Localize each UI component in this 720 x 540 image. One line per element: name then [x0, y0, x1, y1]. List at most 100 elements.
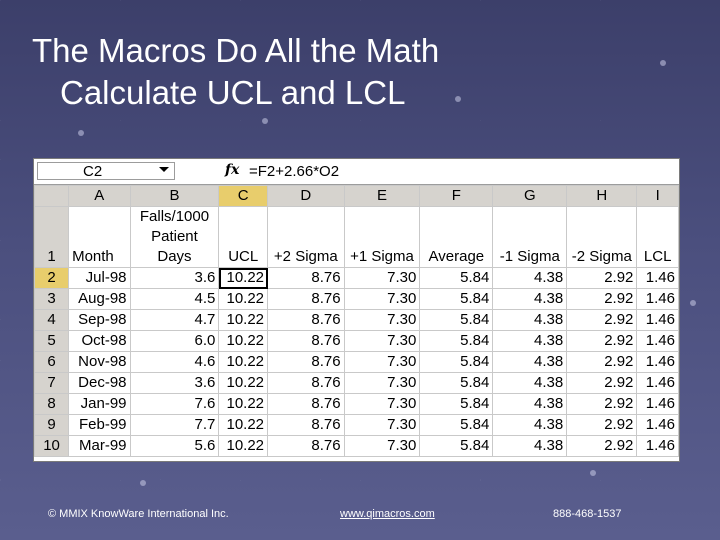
cell-p1[interactable]: 7.30 [343, 288, 421, 310]
cell-avg[interactable]: 5.84 [419, 330, 494, 352]
cell-p1[interactable]: 7.30 [343, 435, 421, 457]
cell-m2[interactable]: 2.92 [566, 330, 638, 352]
formula-input[interactable]: =F2+2.66*O2 [249, 163, 340, 180]
row-header[interactable]: 9 [33, 414, 70, 436]
row-header[interactable]: 4 [33, 309, 70, 331]
cell-p1[interactable]: 7.30 [343, 267, 421, 289]
cell-avg[interactable]: 5.84 [419, 414, 494, 436]
cell-m2[interactable]: 2.92 [566, 435, 638, 457]
row-header[interactable]: 2 [33, 267, 70, 289]
cell-m2[interactable]: 2.92 [566, 288, 638, 310]
cell-p2[interactable]: 8.76 [267, 330, 345, 352]
cell-month[interactable]: Feb-99 [68, 414, 131, 436]
cell-p2[interactable]: 8.76 [267, 267, 345, 289]
cell-p2[interactable]: 8.76 [267, 351, 345, 373]
column-header-e[interactable]: E [343, 185, 421, 207]
cell-avg[interactable]: 5.84 [419, 309, 494, 331]
column-heading-cell[interactable]: Average [419, 206, 494, 268]
cell-m2[interactable]: 2.92 [566, 393, 638, 415]
cell-ucl[interactable]: 10.22 [218, 351, 269, 373]
column-header-i[interactable]: I [636, 185, 679, 207]
cell-ucl[interactable]: 10.22 [218, 435, 269, 457]
column-heading-cell[interactable]: -1 Sigma [492, 206, 568, 268]
cell-m2[interactable]: 2.92 [566, 351, 638, 373]
cell-p1[interactable]: 7.30 [343, 372, 421, 394]
row-header[interactable]: 8 [33, 393, 70, 415]
row-header[interactable]: 5 [33, 330, 70, 352]
cell-avg[interactable]: 5.84 [419, 267, 494, 289]
column-header-c[interactable]: C [218, 185, 269, 207]
cell-m1[interactable]: 4.38 [492, 330, 568, 352]
column-heading-cell[interactable]: LCL [636, 206, 679, 268]
cell-m2[interactable]: 2.92 [566, 372, 638, 394]
cell-m1[interactable]: 4.38 [492, 372, 568, 394]
cell-m2[interactable]: 2.92 [566, 309, 638, 331]
cell-m1[interactable]: 4.38 [492, 288, 568, 310]
column-header-d[interactable]: D [267, 185, 345, 207]
cell-falls[interactable]: 5.6 [129, 435, 220, 457]
cell-lcl[interactable]: 1.46 [636, 330, 679, 352]
cell-ucl[interactable]: 10.22 [218, 288, 269, 310]
column-heading-cell[interactable]: -2 Sigma [566, 206, 638, 268]
cell-falls[interactable]: 4.5 [129, 288, 220, 310]
cell-p1[interactable]: 7.30 [343, 330, 421, 352]
cell-falls[interactable]: 7.6 [129, 393, 220, 415]
cell-p1[interactable]: 7.30 [343, 414, 421, 436]
cell-avg[interactable]: 5.84 [419, 351, 494, 373]
cell-avg[interactable]: 5.84 [419, 288, 494, 310]
chevron-down-icon[interactable] [159, 167, 169, 172]
cell-m2[interactable]: 2.92 [566, 414, 638, 436]
cell-p2[interactable]: 8.76 [267, 372, 345, 394]
cell-month[interactable]: Dec-98 [68, 372, 131, 394]
cell-falls[interactable]: 3.6 [129, 372, 220, 394]
cell-lcl[interactable]: 1.46 [636, 372, 679, 394]
cell-lcl[interactable]: 1.46 [636, 309, 679, 331]
cell-month[interactable]: Nov-98 [68, 351, 131, 373]
cell-m1[interactable]: 4.38 [492, 393, 568, 415]
column-heading-cell[interactable]: +1 Sigma [343, 206, 421, 268]
cell-ucl[interactable]: 10.22 [218, 330, 269, 352]
cell-m1[interactable]: 4.38 [492, 414, 568, 436]
cell-p1[interactable]: 7.30 [343, 351, 421, 373]
cell-m1[interactable]: 4.38 [492, 351, 568, 373]
column-header-g[interactable]: G [492, 185, 568, 207]
cell-ucl[interactable]: 10.22 [218, 393, 269, 415]
row-header[interactable]: 7 [33, 372, 70, 394]
column-heading-cell[interactable]: +2 Sigma [267, 206, 345, 268]
column-header-f[interactable]: F [419, 185, 494, 207]
cell-p2[interactable]: 8.76 [267, 393, 345, 415]
cell-falls[interactable]: 4.6 [129, 351, 220, 373]
cell-avg[interactable]: 5.84 [419, 435, 494, 457]
cell-month[interactable]: Jan-99 [68, 393, 131, 415]
column-header-h[interactable]: H [566, 185, 638, 207]
column-header-b[interactable]: B [129, 185, 220, 207]
row-header[interactable]: 3 [33, 288, 70, 310]
cell-m1[interactable]: 4.38 [492, 267, 568, 289]
cell-p2[interactable]: 8.76 [267, 288, 345, 310]
cell-falls[interactable]: 3.6 [129, 267, 220, 289]
cell-ucl[interactable]: 10.22 [218, 309, 269, 331]
cell-falls[interactable]: 7.7 [129, 414, 220, 436]
cell-month[interactable]: Aug-98 [68, 288, 131, 310]
cell-ucl[interactable]: 10.22 [218, 414, 269, 436]
cell-p1[interactable]: 7.30 [343, 393, 421, 415]
cell-falls[interactable]: 6.0 [129, 330, 220, 352]
cell-ucl[interactable]: 10.22 [218, 372, 269, 394]
name-box[interactable]: C2 [37, 162, 175, 180]
cell-p1[interactable]: 7.30 [343, 309, 421, 331]
cell-p2[interactable]: 8.76 [267, 414, 345, 436]
cell-falls[interactable]: 4.7 [129, 309, 220, 331]
row-header[interactable]: 6 [33, 351, 70, 373]
cell-lcl[interactable]: 1.46 [636, 267, 679, 289]
cell-m1[interactable]: 4.38 [492, 435, 568, 457]
cell-month[interactable]: Jul-98 [68, 267, 131, 289]
fx-icon[interactable]: fx [225, 162, 240, 178]
column-heading-cell[interactable]: Falls/1000 Patient Days [129, 206, 220, 268]
column-heading-cell[interactable]: UCL [218, 206, 269, 268]
cell-month[interactable]: Sep-98 [68, 309, 131, 331]
row-header[interactable]: 1 [33, 206, 70, 268]
column-header-a[interactable]: A [68, 185, 131, 207]
column-heading-cell[interactable]: Month [68, 206, 131, 268]
cell-lcl[interactable]: 1.46 [636, 393, 679, 415]
cell-month[interactable]: Mar-99 [68, 435, 131, 457]
